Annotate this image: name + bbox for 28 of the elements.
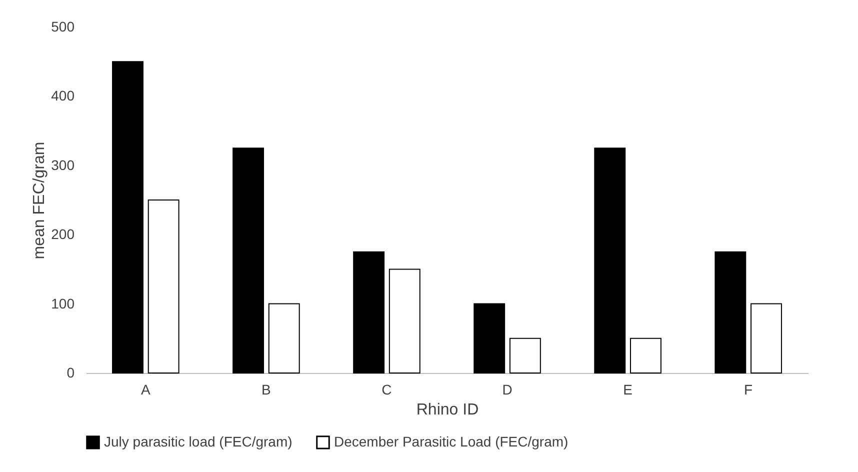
bar [594,148,626,374]
x-tick-label: D [502,382,512,398]
y-tick-label: 300 [51,156,75,173]
bar [714,251,746,374]
x-tick-label: F [744,382,753,398]
y-tick-label: 100 [51,295,75,312]
bar [388,268,420,374]
bar [630,338,662,374]
bar [474,303,506,374]
y-tick-label: 400 [51,88,75,104]
legend-label: December Parasitic Load (FEC/gram) [334,433,568,450]
x-axis-title: Rhino ID [416,402,479,418]
bar [232,148,264,374]
bar [353,251,385,374]
x-tick-label: E [623,382,632,398]
bar [509,338,541,374]
y-tick-label: 200 [51,226,75,242]
x-tick-label: B [262,382,271,398]
x-tick-label: A [140,382,151,398]
bar [750,303,782,374]
x-tick-label: C [382,382,392,398]
bar [112,61,144,374]
legend-label: July parasitic load (FEC/gram) [104,433,292,450]
y-tick-label: 500 [51,18,75,34]
bar [268,303,300,374]
y-axis-title: mean FEC/gram [31,142,48,260]
bar [148,200,180,374]
y-tick-label: 0 [66,364,75,380]
